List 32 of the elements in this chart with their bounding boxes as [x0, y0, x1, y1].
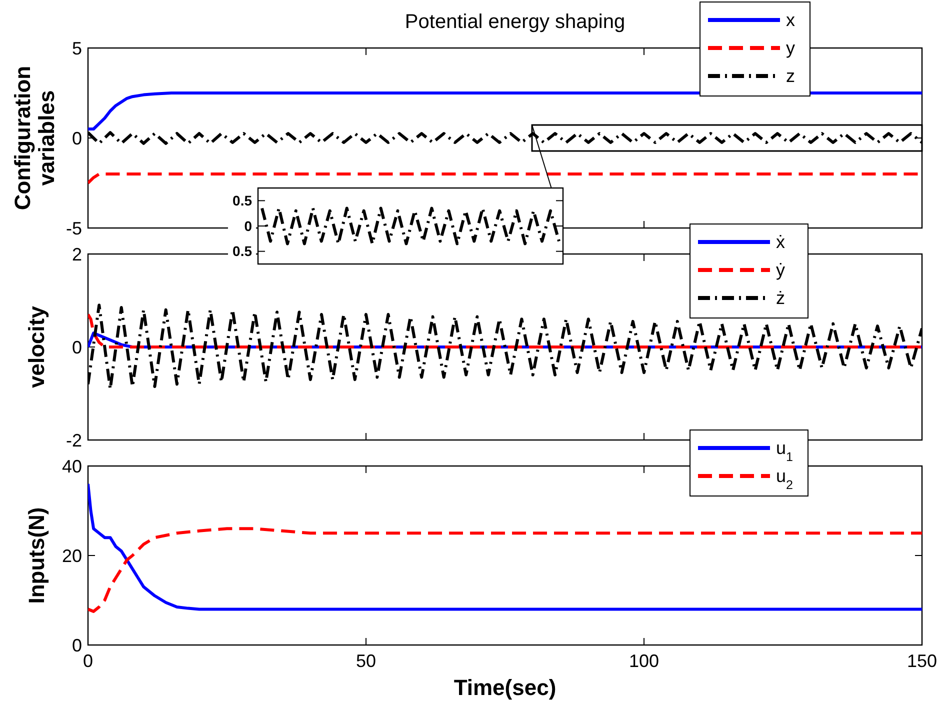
y-tick-label: -2	[66, 430, 82, 450]
y-tick-label: 0	[72, 337, 82, 358]
line-series	[88, 482, 922, 611]
x-tick-label: 150	[906, 651, 938, 671]
y-tick-label: 0	[72, 128, 82, 148]
x-tick-label: 50	[356, 651, 376, 671]
legend-label: z	[786, 66, 795, 86]
y-axis-title: Configuration variables	[10, 66, 60, 210]
legend-label: ẋ	[776, 232, 785, 252]
y-tick-label: 0.5	[232, 243, 252, 260]
line-series	[88, 312, 922, 348]
y-tick-label: 20	[62, 546, 82, 566]
legend-label: u$_{1}$	[776, 438, 794, 464]
chart-title: Potential energy shaping	[404, 11, 626, 33]
legend-label: ż	[776, 288, 785, 308]
y-tick-label: 0	[244, 218, 252, 234]
x-tick-label: 100	[628, 651, 660, 671]
line-series	[260, 206, 560, 246]
y-tick-label: 2	[72, 244, 82, 264]
y-tick-label: 0.5	[232, 192, 252, 209]
legend-label: x	[786, 10, 795, 30]
legend-label: ẏ	[776, 260, 785, 280]
y-tick-label: 5	[72, 38, 82, 58]
y-tick-label: 40	[62, 456, 82, 476]
line-series	[88, 527, 922, 613]
y-axis-title: velocity	[24, 305, 49, 388]
y-tick-label: -5	[66, 218, 82, 238]
legend-label: u$_{2}$	[776, 466, 794, 492]
y-tick-label: 0	[72, 635, 82, 656]
legend-label: y	[786, 38, 795, 58]
y-axis-title: Inputs(N)	[24, 507, 49, 604]
x-axis-title: Time(sec)	[454, 675, 556, 700]
